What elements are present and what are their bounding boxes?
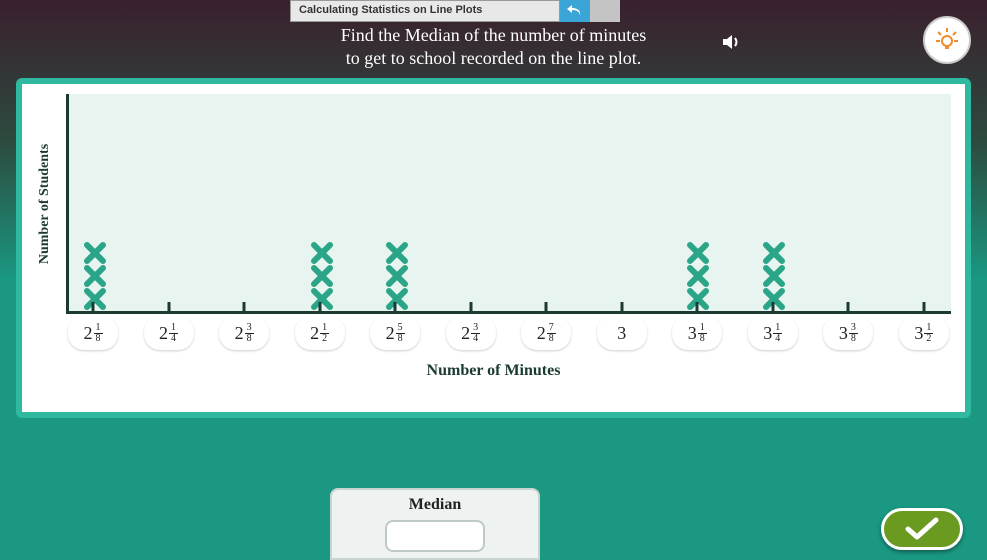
instruction-line-1: Find the Median of the number of minutes [341, 25, 646, 45]
answer-label: Median [342, 496, 528, 514]
x-tick-label: 234 [446, 316, 496, 350]
lesson-title-bar: Calculating Statistics on Line Plots [290, 0, 560, 22]
x-tick-label: 312 [899, 316, 949, 350]
toolbar-spacer [590, 0, 620, 22]
x-tick-label: 214 [144, 316, 194, 350]
x-tick-label: 238 [219, 316, 269, 350]
undo-icon [566, 3, 584, 19]
speaker-icon [722, 33, 742, 51]
answer-input[interactable] [385, 520, 485, 552]
x-ticks-row: 218 214 238 212 258 234 278 3 318 314 338 312 [66, 316, 951, 360]
submit-button[interactable] [881, 508, 963, 550]
data-stack [80, 242, 110, 311]
instruction-text: Find the Median of the number of minutes… [0, 24, 987, 71]
plot-card: Number of Students 218 214 238 212 258 234 278… [16, 78, 971, 418]
x-tick-label: 318 [672, 316, 722, 350]
x-tick-label: 3 [597, 316, 647, 350]
x-tick-label: 338 [823, 316, 873, 350]
answer-box: Median [330, 488, 540, 560]
x-tick-label: 212 [295, 316, 345, 350]
y-axis-label: Number of Students [28, 94, 62, 314]
x-tick-label: 314 [748, 316, 798, 350]
lightbulb-icon [933, 26, 961, 54]
plot-area [66, 94, 951, 314]
read-aloud-button[interactable] [720, 30, 744, 54]
data-stack [759, 242, 789, 311]
x-axis-label: Number of Minutes [22, 362, 965, 380]
instruction-line-2: to get to school recorded on the line pl… [346, 48, 641, 68]
undo-button[interactable] [560, 0, 590, 22]
check-icon [905, 517, 939, 541]
data-stack [382, 242, 412, 311]
x-tick-label: 218 [68, 316, 118, 350]
hint-button[interactable] [923, 16, 971, 64]
x-tick-label: 278 [521, 316, 571, 350]
x-tick-label: 258 [370, 316, 420, 350]
data-stack [307, 242, 337, 311]
header: Calculating Statistics on Line Plots Fin… [0, 0, 987, 78]
data-stack [683, 242, 713, 311]
